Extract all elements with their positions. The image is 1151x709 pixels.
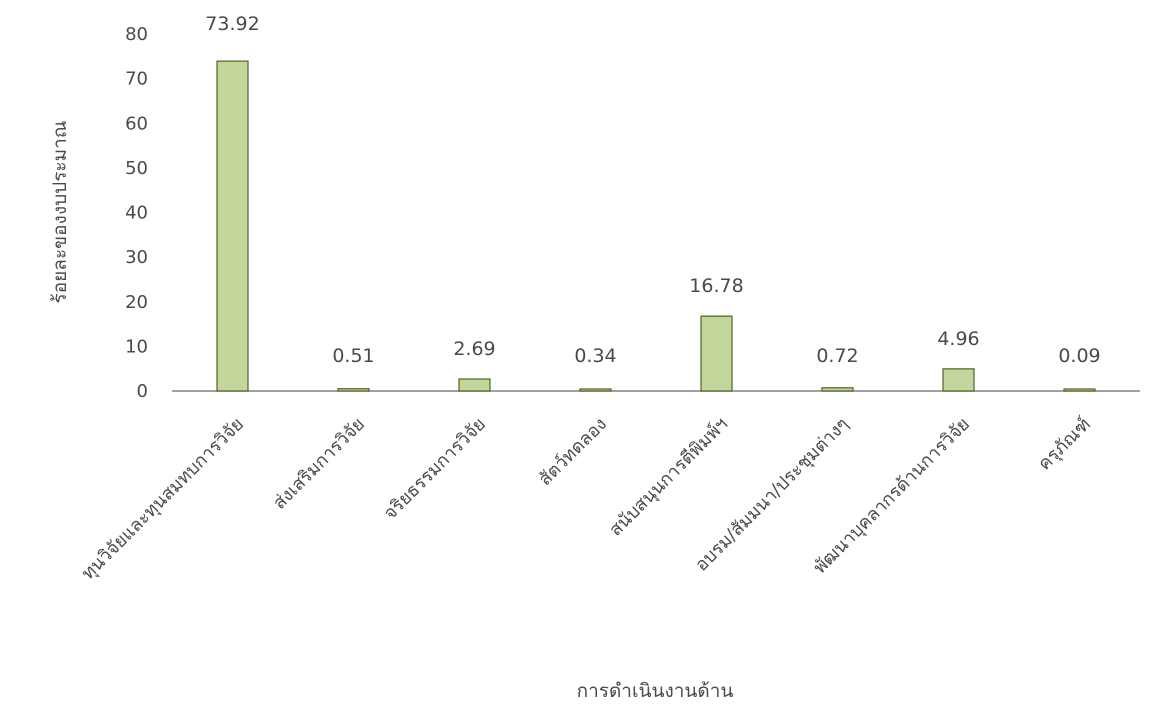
y-tick-label: 70 <box>125 69 148 90</box>
category-label: ทุนวิจัยและทุนสมทบการวิจัย <box>78 414 248 584</box>
y-tick-label: 30 <box>125 247 148 268</box>
category-label: สนับสนุนการตีพิมพ์ฯ <box>605 414 732 541</box>
bar <box>821 387 854 392</box>
data-label: 0.09 <box>1058 345 1100 367</box>
category-label: จริยธรรมการวิจัย <box>380 414 490 524</box>
data-label: 4.96 <box>937 328 979 350</box>
y-tick-label: 80 <box>125 24 148 45</box>
data-label: 73.92 <box>205 13 259 35</box>
data-label: 0.51 <box>332 345 374 367</box>
y-tick-label: 60 <box>125 113 148 134</box>
y-tick-label: 40 <box>125 203 148 224</box>
y-tick-label: 10 <box>125 336 148 357</box>
bar <box>579 388 612 392</box>
category-label: ส่งเสริมการวิจัย <box>269 414 369 514</box>
bar <box>942 368 975 392</box>
y-tick-label: 50 <box>125 158 148 179</box>
bars-group <box>216 60 1096 392</box>
data-label: 0.72 <box>816 345 858 367</box>
data-label: 2.69 <box>453 338 495 360</box>
x-axis-title: การดำเนินงานด้าน <box>577 680 734 702</box>
y-axis-ticks: 0 10 20 30 40 50 60 70 80 <box>125 24 148 402</box>
bar <box>1063 388 1096 392</box>
category-label: สัตว์ทดลอง <box>535 414 611 490</box>
bar <box>700 315 733 392</box>
data-label: 0.34 <box>574 345 616 367</box>
y-tick-label: 0 <box>137 381 148 402</box>
bar <box>337 388 370 392</box>
category-label: ครุภัณฑ์ <box>1034 414 1095 475</box>
category-labels-group: ทุนวิจัยและทุนสมทบการวิจัย ส่งเสริมการวิจ… <box>78 414 1095 584</box>
data-label: 16.78 <box>689 275 743 297</box>
y-axis-title: ร้อยละของงบประมาณ <box>49 121 71 304</box>
bar <box>458 378 491 392</box>
y-tick-label: 20 <box>125 292 148 313</box>
bar <box>216 60 249 392</box>
data-labels-group: 73.92 0.51 2.69 0.34 16.78 0.72 4.96 0.09 <box>205 13 1100 367</box>
